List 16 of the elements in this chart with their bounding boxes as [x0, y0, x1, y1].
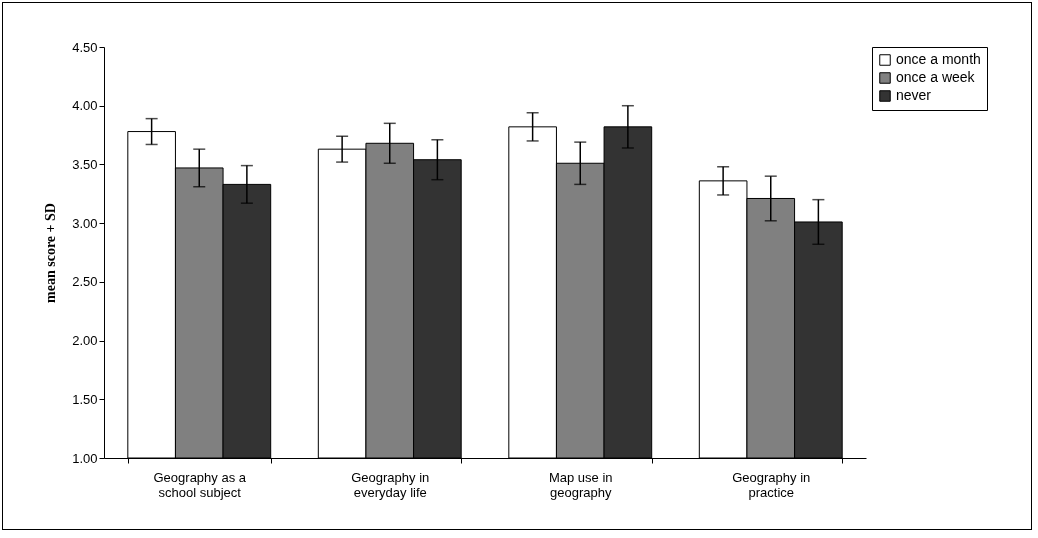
x-tick-label: Geography in practice [732, 469, 811, 500]
y-tick-label: 3.00 [72, 215, 98, 231]
y-axis-title: mean score + SD [43, 203, 59, 303]
legend-label: once a month [896, 51, 981, 67]
x-tick-label: Geography in everyday life [351, 469, 430, 500]
legend-label: once a week [896, 69, 976, 85]
y-tick-label: 1.00 [72, 450, 98, 466]
x-tick-label: Geography as a school subject [153, 469, 247, 500]
y-tick-label: 1.50 [72, 391, 98, 407]
y-tick-label: 2.50 [72, 274, 98, 290]
y-tick-label: 3.50 [72, 156, 98, 172]
y-tick-label: 4.50 [72, 39, 98, 55]
legend-label: never [896, 87, 932, 103]
x-tick-label: Map use in geography [548, 469, 613, 500]
y-tick-label: 4.00 [72, 98, 98, 114]
y-tick-label: 2.00 [72, 333, 98, 349]
